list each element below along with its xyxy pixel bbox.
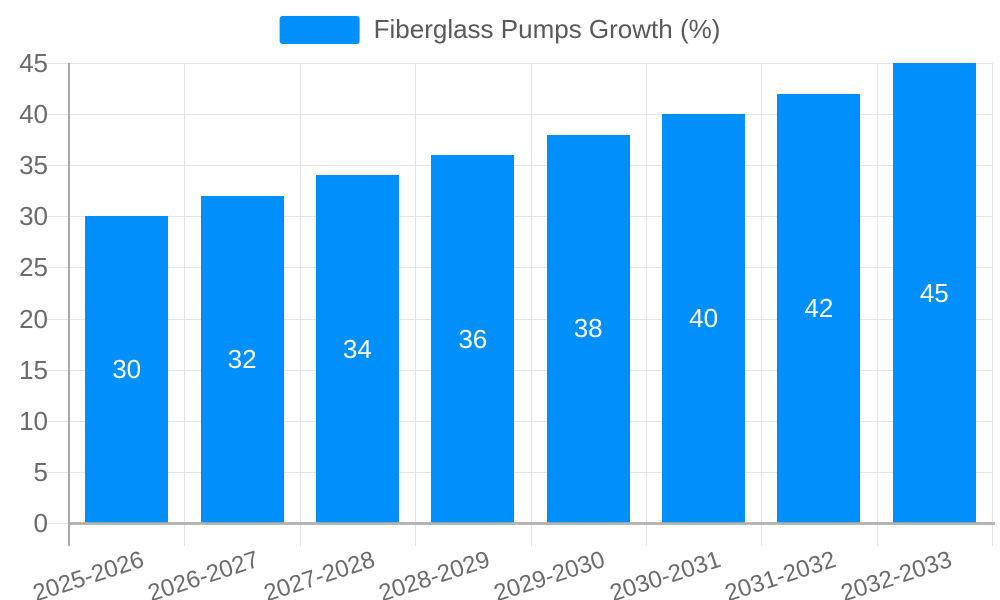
x-axis-tick-label: 2027-2028 (260, 546, 378, 600)
h-gridline (46, 369, 992, 371)
bar-value-label: 45 (919, 277, 949, 308)
x-axis-tick-label: 2025-2026 (29, 546, 148, 600)
legend-label: Fiberglass Pumps Growth (%) (373, 14, 721, 44)
h-gridline (46, 63, 992, 64)
x-axis-tick-label: 2026-2027 (144, 546, 263, 600)
bar[interactable]: 34 (315, 175, 399, 523)
legend-swatch (279, 15, 360, 44)
h-gridline (46, 114, 992, 116)
x-axis-tick-label: 2031-2032 (721, 546, 840, 600)
bar[interactable]: 38 (546, 134, 630, 523)
y-axis-tick-label: 40 (19, 99, 48, 130)
y-axis-tick-label: 10 (19, 405, 48, 436)
x-axis-tick-label: 2029-2030 (491, 546, 609, 600)
y-axis-tick-label: 5 (33, 456, 48, 487)
h-gridline (46, 216, 992, 218)
h-gridline (46, 318, 992, 320)
bar[interactable]: 45 (892, 63, 976, 523)
y-axis-line (68, 63, 70, 546)
y-axis-tick-label: 25 (19, 252, 48, 283)
bar-value-label: 38 (573, 313, 603, 344)
h-gridline (46, 267, 992, 269)
v-gridline (761, 63, 763, 546)
legend-item[interactable]: Fiberglass Pumps Growth (%) (279, 14, 721, 45)
v-gridline (992, 63, 993, 546)
bar[interactable]: 30 (85, 216, 169, 523)
bar-value-label: 32 (227, 343, 257, 374)
h-gridline (46, 471, 992, 473)
x-axis-tick-label: 2028-2029 (375, 546, 494, 600)
x-axis-tick-label: 2032-2033 (837, 546, 955, 600)
x-axis-line (69, 522, 995, 525)
v-gridline (530, 63, 532, 546)
y-axis-tick-label: 15 (19, 354, 48, 385)
h-gridline (46, 165, 992, 167)
bar[interactable]: 36 (431, 155, 515, 523)
bar-value-label: 42 (804, 292, 834, 323)
y-axis-tick-label: 45 (19, 48, 48, 78)
v-gridline (415, 63, 417, 546)
v-gridline (299, 63, 301, 546)
h-gridline (46, 420, 992, 422)
y-axis-tick-label: 35 (19, 150, 48, 181)
y-axis-tick-label: 30 (19, 201, 48, 232)
v-gridline (876, 63, 878, 546)
bar[interactable]: 40 (662, 114, 746, 523)
y-axis-tick-label: 20 (19, 303, 48, 334)
x-axis-tick-label: 2030-2031 (606, 546, 724, 600)
v-gridline (645, 63, 647, 546)
bar[interactable]: 32 (200, 195, 284, 523)
y-axis-tick-label: 0 (33, 508, 48, 538)
bar-value-label: 40 (689, 303, 719, 334)
v-gridline (184, 63, 186, 546)
bar[interactable]: 42 (777, 93, 861, 523)
bar-value-label: 34 (342, 333, 372, 364)
bar-value-label: 30 (112, 354, 142, 385)
bar-value-label: 36 (458, 323, 488, 354)
